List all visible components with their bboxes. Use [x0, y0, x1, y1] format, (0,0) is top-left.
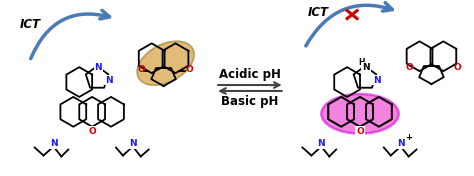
Ellipse shape	[137, 41, 194, 85]
Text: N: N	[362, 63, 370, 72]
Text: O: O	[356, 127, 364, 136]
Text: N: N	[318, 139, 325, 148]
Text: Acidic pH: Acidic pH	[219, 68, 281, 81]
Text: O: O	[406, 63, 413, 72]
Text: N: N	[50, 139, 57, 148]
Text: ICT: ICT	[20, 18, 41, 31]
Text: N: N	[94, 63, 102, 72]
Text: O: O	[88, 127, 96, 136]
Text: N: N	[105, 76, 113, 84]
Text: O: O	[185, 65, 193, 74]
Text: O: O	[453, 63, 461, 72]
FancyArrowPatch shape	[31, 10, 109, 59]
FancyArrowPatch shape	[306, 3, 392, 46]
Text: +: +	[405, 133, 412, 142]
Text: ICT: ICT	[308, 6, 328, 19]
Text: N: N	[397, 139, 404, 148]
Ellipse shape	[321, 94, 399, 134]
Text: H: H	[358, 58, 364, 67]
Text: N: N	[373, 76, 381, 84]
Text: Basic pH: Basic pH	[221, 95, 279, 108]
Text: O: O	[138, 65, 146, 74]
Text: N: N	[129, 139, 137, 148]
